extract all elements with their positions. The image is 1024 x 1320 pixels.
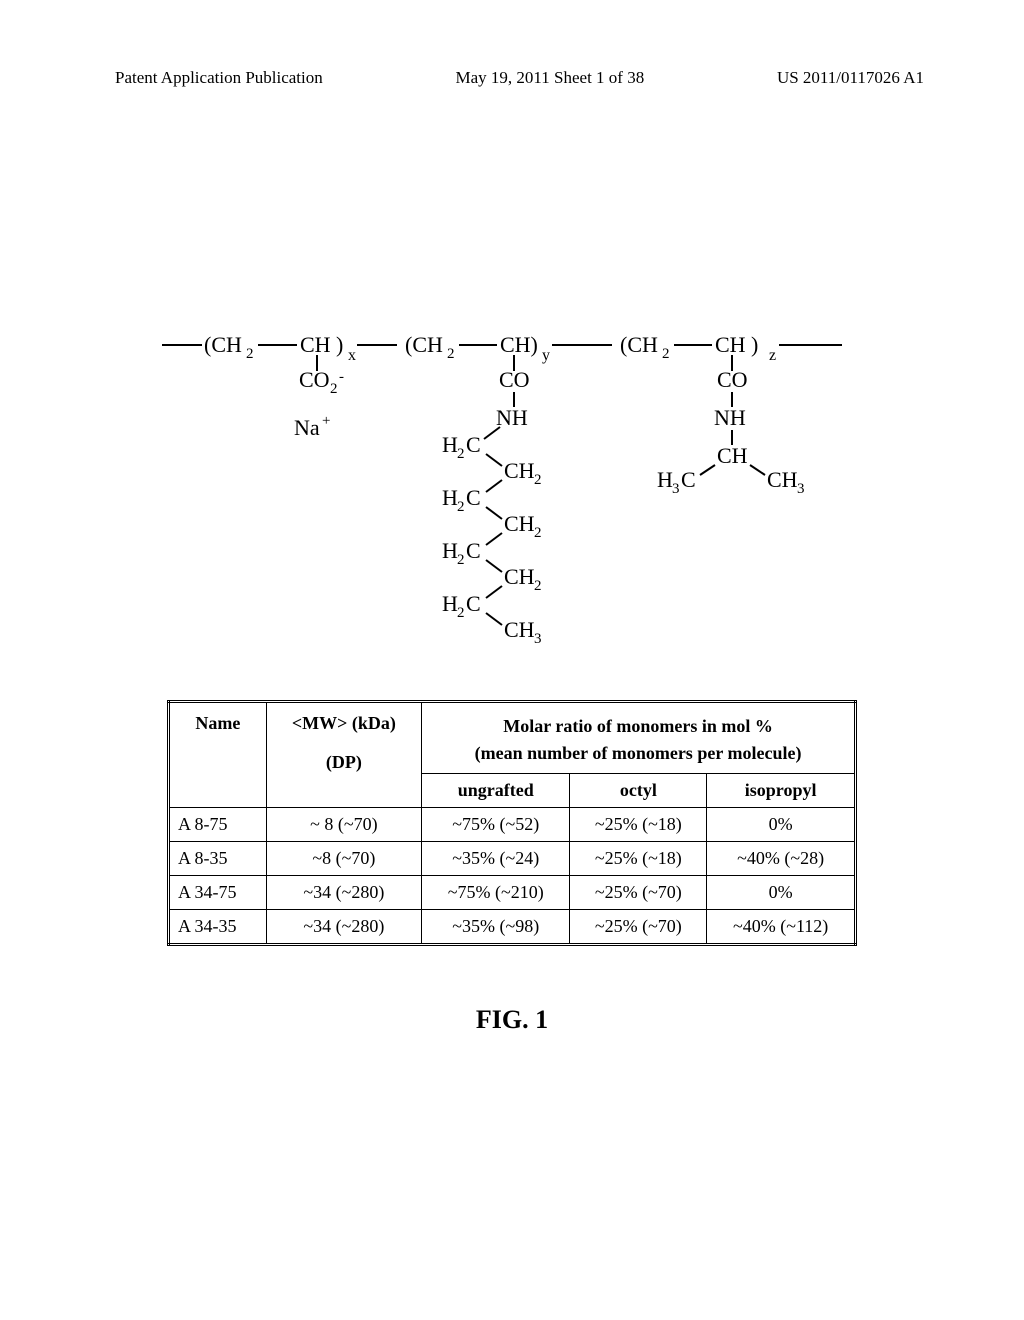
cell-isopropyl: 0% xyxy=(707,808,856,842)
cell-name: A 8-35 xyxy=(169,842,267,876)
col-header-molar-ratio: Molar ratio of monomers in mol % (mean n… xyxy=(422,702,856,774)
svg-text:2: 2 xyxy=(457,499,465,515)
table-body: A 8-75 ~ 8 (~70) ~75% (~52) ~25% (~18) 0… xyxy=(169,808,856,945)
svg-text:(CH: (CH xyxy=(405,332,443,357)
cell-ungrafted: ~35% (~98) xyxy=(422,910,570,945)
mw-header-line2: (DP) xyxy=(277,752,412,773)
svg-text:CO: CO xyxy=(717,367,748,392)
svg-text:+: + xyxy=(322,413,330,429)
cell-mw: ~34 (~280) xyxy=(266,910,422,945)
col-header-mw: <MW> (kDa) (DP) xyxy=(266,702,422,808)
cell-octyl: ~25% (~70) xyxy=(570,876,707,910)
svg-text:H: H xyxy=(442,538,458,563)
svg-text:z: z xyxy=(769,347,776,364)
header-right: US 2011/0117026 A1 xyxy=(777,68,924,88)
cell-isopropyl: ~40% (~112) xyxy=(707,910,856,945)
svg-text:2: 2 xyxy=(447,346,455,362)
svg-text:x: x xyxy=(348,347,356,364)
svg-text:H: H xyxy=(442,591,458,616)
svg-text:C: C xyxy=(466,485,481,510)
cell-octyl: ~25% (~18) xyxy=(570,842,707,876)
svg-text:H: H xyxy=(442,432,458,457)
cell-octyl: ~25% (~70) xyxy=(570,910,707,945)
svg-text:C: C xyxy=(466,538,481,563)
header-center: May 19, 2011 Sheet 1 of 38 xyxy=(456,68,645,88)
table-row: A 8-35 ~8 (~70) ~35% (~24) ~25% (~18) ~4… xyxy=(169,842,856,876)
svg-text:2: 2 xyxy=(330,381,338,397)
col-header-name: Name xyxy=(169,702,267,808)
svg-text:C: C xyxy=(466,591,481,616)
svg-text:2: 2 xyxy=(534,525,542,541)
polymer-structure-svg: (CH 2 CH ) x (CH 2 CH) y (CH 2 CH ) z xyxy=(162,325,862,665)
svg-text:H: H xyxy=(442,485,458,510)
svg-text:NH: NH xyxy=(496,405,528,430)
svg-text:CH ): CH ) xyxy=(300,332,343,357)
header-left: Patent Application Publication xyxy=(115,68,323,88)
cell-octyl: ~25% (~18) xyxy=(570,808,707,842)
molar-ratio-line1: Molar ratio of monomers in mol % xyxy=(432,713,844,740)
svg-text:CO: CO xyxy=(499,367,530,392)
cell-isopropyl: 0% xyxy=(707,876,856,910)
cell-name: A 34-35 xyxy=(169,910,267,945)
svg-text:3: 3 xyxy=(672,481,680,497)
cell-mw: ~8 (~70) xyxy=(266,842,422,876)
figure-label: FIG. 1 xyxy=(476,1005,548,1035)
svg-text:2: 2 xyxy=(457,605,465,621)
svg-text:2: 2 xyxy=(246,346,254,362)
table-row: A 34-35 ~34 (~280) ~35% (~98) ~25% (~70)… xyxy=(169,910,856,945)
svg-text:CH ): CH ) xyxy=(715,332,758,357)
chemical-structure: (CH 2 CH ) x (CH 2 CH) y (CH 2 CH ) z xyxy=(162,325,862,671)
svg-text:2: 2 xyxy=(457,446,465,462)
svg-text:2: 2 xyxy=(534,472,542,488)
svg-text:y: y xyxy=(542,347,550,364)
cell-ungrafted: ~75% (~52) xyxy=(422,808,570,842)
svg-text:CO: CO xyxy=(299,367,330,392)
svg-text:(CH: (CH xyxy=(620,332,658,357)
cell-isopropyl: ~40% (~28) xyxy=(707,842,856,876)
name-header-text: Name xyxy=(180,713,256,734)
svg-text:2: 2 xyxy=(662,346,670,362)
mw-header-line1: <MW> (kDa) xyxy=(277,713,412,734)
svg-text:3: 3 xyxy=(534,631,542,647)
svg-text:Na: Na xyxy=(294,415,320,440)
svg-text:CH: CH xyxy=(504,511,535,536)
molar-ratio-line2: (mean number of monomers per molecule) xyxy=(432,740,844,767)
sub-header-ungrafted: ungrafted xyxy=(422,774,570,808)
cell-ungrafted: ~35% (~24) xyxy=(422,842,570,876)
svg-text:C: C xyxy=(681,467,696,492)
sub-header-isopropyl: isopropyl xyxy=(707,774,856,808)
svg-text:(CH: (CH xyxy=(204,332,242,357)
svg-text:CH): CH) xyxy=(500,332,538,357)
svg-text:CH: CH xyxy=(767,467,798,492)
cell-mw: ~ 8 (~70) xyxy=(266,808,422,842)
svg-text:NH: NH xyxy=(714,405,746,430)
svg-text:CH: CH xyxy=(504,458,535,483)
data-table-container: Name <MW> (kDa) (DP) Molar ratio of mono… xyxy=(167,700,857,946)
cell-name: A 34-75 xyxy=(169,876,267,910)
svg-text:-: - xyxy=(339,369,344,385)
sub-header-octyl: octyl xyxy=(570,774,707,808)
table-row: A 8-75 ~ 8 (~70) ~75% (~52) ~25% (~18) 0… xyxy=(169,808,856,842)
svg-text:CH: CH xyxy=(504,564,535,589)
svg-text:H: H xyxy=(657,467,673,492)
svg-text:CH: CH xyxy=(504,617,535,642)
svg-text:CH: CH xyxy=(717,443,748,468)
cell-mw: ~34 (~280) xyxy=(266,876,422,910)
polymer-data-table: Name <MW> (kDa) (DP) Molar ratio of mono… xyxy=(167,700,857,946)
cell-ungrafted: ~75% (~210) xyxy=(422,876,570,910)
page-header: Patent Application Publication May 19, 2… xyxy=(0,68,1024,88)
cell-name: A 8-75 xyxy=(169,808,267,842)
svg-text:2: 2 xyxy=(534,578,542,594)
svg-text:C: C xyxy=(466,432,481,457)
svg-text:2: 2 xyxy=(457,552,465,568)
svg-text:3: 3 xyxy=(797,481,805,497)
table-row: A 34-75 ~34 (~280) ~75% (~210) ~25% (~70… xyxy=(169,876,856,910)
